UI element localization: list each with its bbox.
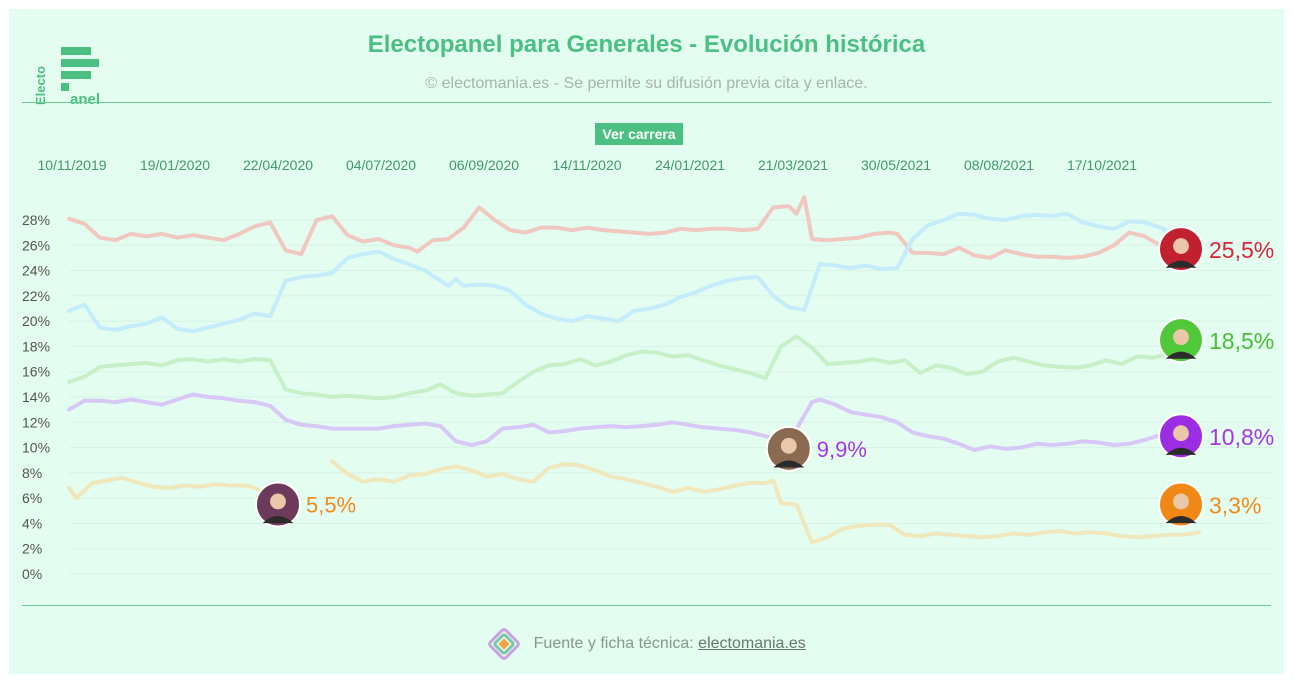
series-line [67,475,280,507]
series-line [67,334,1201,401]
annotation-avatar [765,425,812,472]
y-tick-label: 14% [22,389,50,405]
y-tick-label: 12% [22,414,50,430]
electopanel-logo: Electo anel [35,47,100,108]
logo-text-bottom: anel [70,91,100,108]
annotation-label: 5,5% [306,492,356,517]
chart-title: Electopanel para Generales - Evolución h… [367,31,926,58]
y-tick-label: 10% [22,440,50,456]
x-tick-label: 10/11/2019 [37,157,106,173]
x-tick-label: 21/03/2021 [758,157,828,173]
y-tick-label: 6% [22,490,42,506]
series-end-label: 18,5% [1209,328,1274,354]
series-avatar [1158,481,1204,528]
y-tick-label: 8% [22,465,42,481]
series-line [67,195,1201,260]
y-tick-label: 18% [22,338,50,354]
header-divider [22,102,1271,103]
series-end-label: 3,3% [1209,492,1261,518]
ver-carrera-button[interactable]: Ver carrera [595,123,683,145]
footer-link[interactable]: electomania.es [698,635,806,653]
x-tick-label: 08/08/2021 [964,157,1034,173]
series-line [330,459,1201,545]
series-line [67,392,1201,453]
chart-card: Electo anel Electopanel para Generales -… [9,9,1284,674]
annotation-label: 9,9% [817,437,867,462]
footer-divider [22,605,1271,606]
x-tick-label: 04/07/2020 [346,157,416,173]
series-group [67,195,1201,545]
y-tick-label: 4% [22,515,42,531]
electomania-logo-icon [488,628,521,660]
x-tick-label: 17/10/2021 [1067,157,1137,173]
series-avatar [1158,413,1204,460]
series-line [67,211,1186,334]
y-tick-label: 0% [22,566,42,582]
y-tick-label: 24% [22,263,50,279]
series-end-label: 25,5% [1209,237,1274,263]
y-tick-label: 2% [22,541,42,557]
x-axis: 10/11/2019 19/01/2020 22/04/2020 04/07/2020… [37,157,1137,173]
logo-text-top: Electo [35,66,48,105]
grid [69,219,1271,575]
label-group: 25,5% 18,5% 10,8% 3,3% 5,5% 9,9% [254,226,1274,528]
y-tick-label: 22% [22,288,50,304]
footer-prefix: Fuente y ficha técnica: [533,635,699,653]
footer: Fuente y ficha técnica: electomania.es [9,627,1284,661]
annotation-avatar [254,481,301,528]
line-chart: 10/11/2019 19/01/2020 22/04/2020 04/07/2020… [22,157,1274,582]
x-tick-label: 06/09/2020 [449,157,519,173]
series-avatar [1158,317,1204,364]
x-tick-label: 24/01/2021 [655,157,725,173]
series-end-label: 10,8% [1209,424,1274,450]
y-tick-label: 20% [22,313,50,329]
chart-subtitle: © electomania.es - Se permite su difusió… [425,75,868,92]
x-tick-label: 30/05/2021 [861,157,931,173]
y-tick-label: 28% [22,212,50,228]
y-tick-label: 16% [22,364,50,380]
y-axis: 28% 26% 24% 22% 20% 18% 16% 14% 12% 10% 8% 6% 4% 2% 0% [22,212,50,582]
x-tick-label: 22/04/2020 [243,157,313,173]
series-avatar [1158,226,1204,273]
y-tick-label: 26% [22,237,50,253]
x-tick-label: 19/01/2020 [140,157,210,173]
x-tick-label: 14/11/2020 [552,157,621,173]
